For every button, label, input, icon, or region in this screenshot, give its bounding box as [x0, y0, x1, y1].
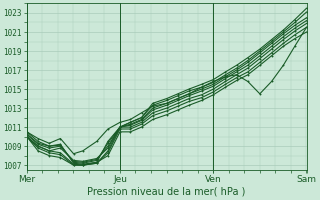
X-axis label: Pression niveau de la mer( hPa ): Pression niveau de la mer( hPa ) — [87, 187, 246, 197]
